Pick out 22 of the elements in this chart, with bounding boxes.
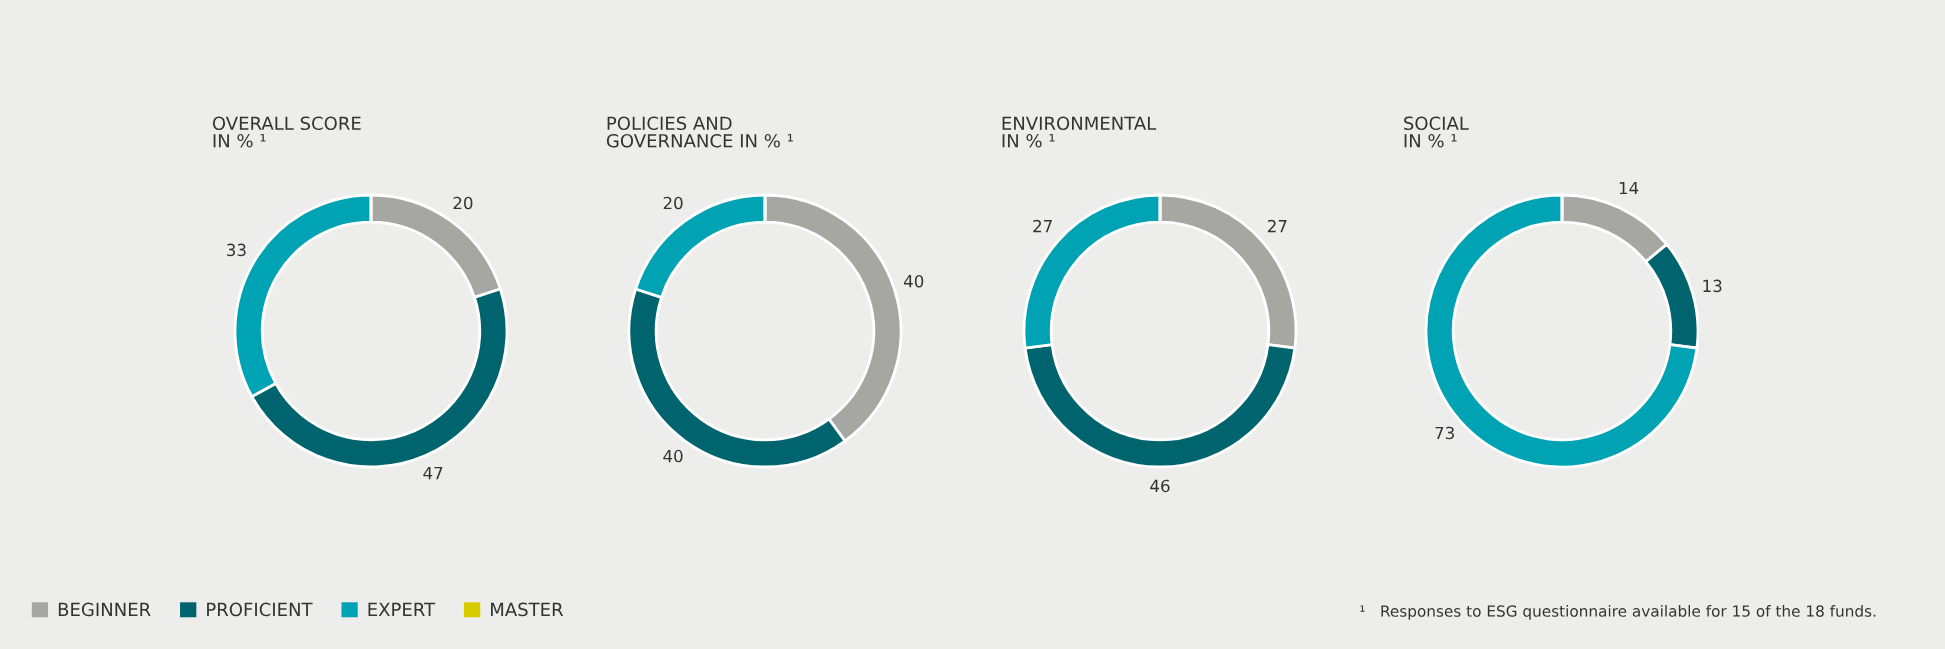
data-label: 20 [663,196,683,210]
text: ¹ Responses to ESG questionnaire available for 15 of the 18 funds. [1360,605,1876,620]
data-label: 40 [903,274,924,288]
data-label: 20 [453,196,473,210]
legend-label: PROFICIENT [207,602,313,617]
legend-label: MASTER [491,602,564,617]
data-label: 40 [663,449,683,463]
chart-title: SOCIAL IN % ¹ [1404,116,1469,148]
data-label: 27 [1033,219,1052,233]
donut-slice [1424,193,1699,469]
data-label: 73 [1435,426,1454,440]
data-label: 47 [423,466,443,480]
data-label: 13 [1703,279,1722,293]
chart-title: OVERALL SCORE IN % ¹ [212,116,361,148]
data-label: 46 [1150,479,1170,493]
chart-title: POLICIES AND GOVERNANCE IN % ¹ [606,116,793,148]
data-label: 33 [227,243,246,257]
legend-label: BEGINNER [58,602,151,617]
data-label: 27 [1267,219,1287,233]
data-label: 14 [1619,181,1639,195]
chart-title: ENVIRONMENTAL IN % ¹ [1002,116,1157,148]
legend-label: EXPERT [368,602,436,617]
